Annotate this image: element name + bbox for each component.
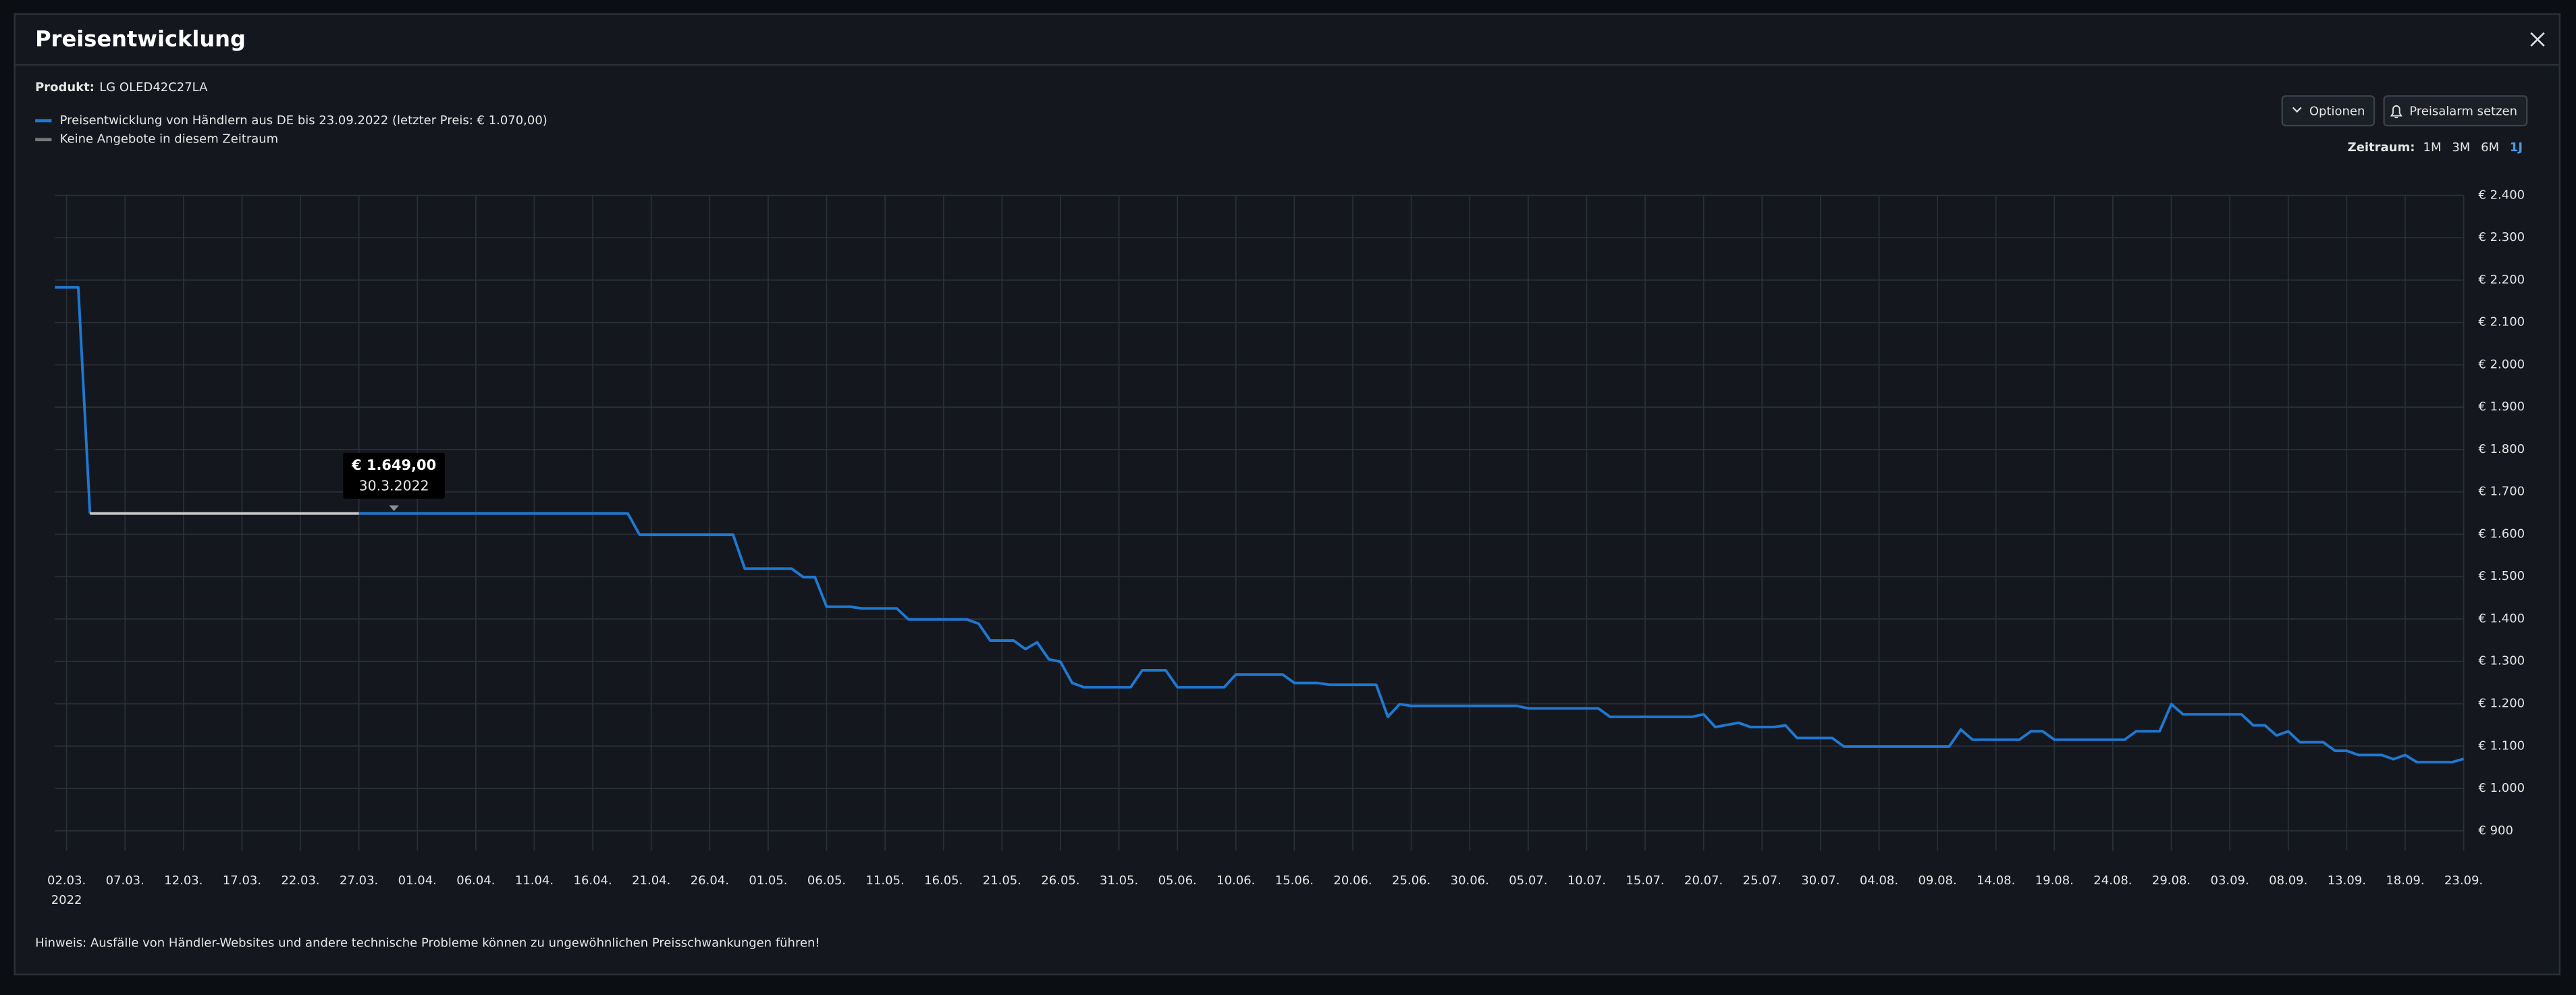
tooltip-date: 30.3.2022	[359, 478, 429, 494]
options-button[interactable]: Optionen	[2281, 95, 2376, 127]
x-tick-label: 03.09.	[2211, 873, 2249, 888]
x-tick-label: 06.04.	[456, 873, 495, 888]
tooltip-box	[343, 452, 446, 499]
y-tick-label: € 1.000	[2478, 781, 2525, 795]
x-tick-label: 10.06.	[1216, 873, 1255, 888]
x-tick-year: 2022	[51, 893, 82, 907]
y-tick-label: € 2.000	[2478, 357, 2525, 371]
y-tick-label: € 1.400	[2478, 612, 2525, 626]
x-tick-label: 07.03.	[106, 873, 144, 888]
x-tick-label: 18.09.	[2386, 873, 2424, 888]
x-tick-label: 10.07.	[1567, 873, 1606, 888]
legend-label: Keine Angebote in diesem Zeitraum	[60, 132, 279, 146]
x-tick-label: 01.04.	[398, 873, 437, 888]
range-option[interactable]: 6M	[2481, 140, 2499, 155]
legend-label: Preisentwicklung von Händlern aus DE bis…	[60, 113, 547, 128]
y-tick-label: € 1.600	[2478, 527, 2525, 541]
x-tick-label: 29.08.	[2152, 873, 2191, 888]
tooltip-pointer	[389, 505, 399, 512]
price-line	[55, 286, 2465, 764]
x-tick-label: 21.05.	[983, 873, 1021, 888]
x-tick-label: 11.04.	[515, 873, 554, 888]
x-tick-label: 15.07.	[1626, 873, 1664, 888]
x-tick-label: 21.04.	[632, 873, 670, 888]
x-tick-label: 06.05.	[807, 873, 846, 888]
close-button[interactable]	[2530, 32, 2545, 47]
y-tick-label: € 1.300	[2478, 654, 2525, 668]
x-tick-label: 26.05.	[1041, 873, 1079, 888]
x-tick-label: 31.05.	[1100, 873, 1138, 888]
x-tick-label: 09.08.	[1918, 873, 1956, 888]
y-tick-label: € 1.100	[2478, 738, 2525, 753]
x-tick-label: 02.03.	[47, 873, 86, 888]
range-selector: Zeitraum: 1M 3M 6M 1J	[2348, 140, 2523, 155]
x-tick-label: 26.04.	[691, 873, 729, 888]
y-tick-label: € 2.400	[2478, 188, 2525, 202]
x-tick-label: 30.07.	[1801, 873, 1840, 888]
tooltip-value: € 1.649,00	[351, 457, 436, 473]
button-label: Optionen	[2309, 104, 2365, 118]
x-tick-label: 05.07.	[1509, 873, 1547, 888]
y-tick-label: € 2.100	[2478, 315, 2525, 329]
x-tick-label: 15.06.	[1275, 873, 1314, 888]
button-label: Preisalarm setzen	[2409, 104, 2517, 118]
y-tick-label: € 1.500	[2478, 569, 2525, 583]
range-label: Zeitraum:	[2348, 140, 2415, 155]
dialog-title: Preisentwicklung	[35, 26, 246, 52]
x-tick-label: 19.08.	[2035, 873, 2074, 888]
x-tick-label: 25.06.	[1392, 873, 1430, 888]
range-option[interactable]: 1J	[2510, 140, 2523, 155]
x-tick-label: 27.03.	[340, 873, 378, 888]
x-tick-label: 05.06.	[1158, 873, 1197, 888]
x-tick-label: 23.09.	[2444, 873, 2483, 888]
x-tick-label: 25.07.	[1743, 873, 1781, 888]
product-label: Produkt:	[35, 80, 95, 95]
x-tick-label: 16.04.	[574, 873, 612, 888]
y-tick-label: € 900	[2478, 824, 2513, 838]
price-alert-button[interactable]: Preisalarm setzen	[2383, 95, 2528, 127]
x-tick-label: 20.07.	[1684, 873, 1723, 888]
x-tick-label: 11.05.	[866, 873, 905, 888]
x-tick-label: 08.09.	[2269, 873, 2307, 888]
x-tick-label: 13.09.	[2328, 873, 2366, 888]
note: Hinweis: Ausfälle von Händler-Websites u…	[35, 936, 820, 950]
y-tick-label: € 2.200	[2478, 273, 2525, 287]
x-tick-label: 12.03.	[164, 873, 203, 888]
y-tick-label: € 1.700	[2478, 485, 2525, 499]
range-option[interactable]: 1M	[2423, 140, 2442, 155]
range-option[interactable]: 3M	[2452, 140, 2470, 155]
x-tick-label: 16.05.	[924, 873, 963, 888]
product: Produkt: LG OLED42C27LA	[35, 80, 208, 95]
y-tick-label: € 1.900	[2478, 400, 2525, 414]
y-tick-label: € 1.200	[2478, 697, 2525, 711]
x-tick-label: 24.08.	[2093, 873, 2132, 888]
x-tick-label: 01.05.	[749, 873, 787, 888]
x-tick-label: 14.08.	[1977, 873, 2015, 888]
x-tick-label: 20.06.	[1333, 873, 1372, 888]
x-tick-label: 22.03.	[281, 873, 319, 888]
x-tick-label: 17.03.	[223, 873, 261, 888]
product-name: LG OLED42C27LA	[99, 80, 208, 95]
x-tick-label: 30.06.	[1451, 873, 1489, 888]
x-tick-label: 04.08.	[1860, 873, 1898, 888]
y-tick-label: € 1.800	[2478, 442, 2525, 456]
y-tick-label: € 2.300	[2478, 230, 2525, 244]
